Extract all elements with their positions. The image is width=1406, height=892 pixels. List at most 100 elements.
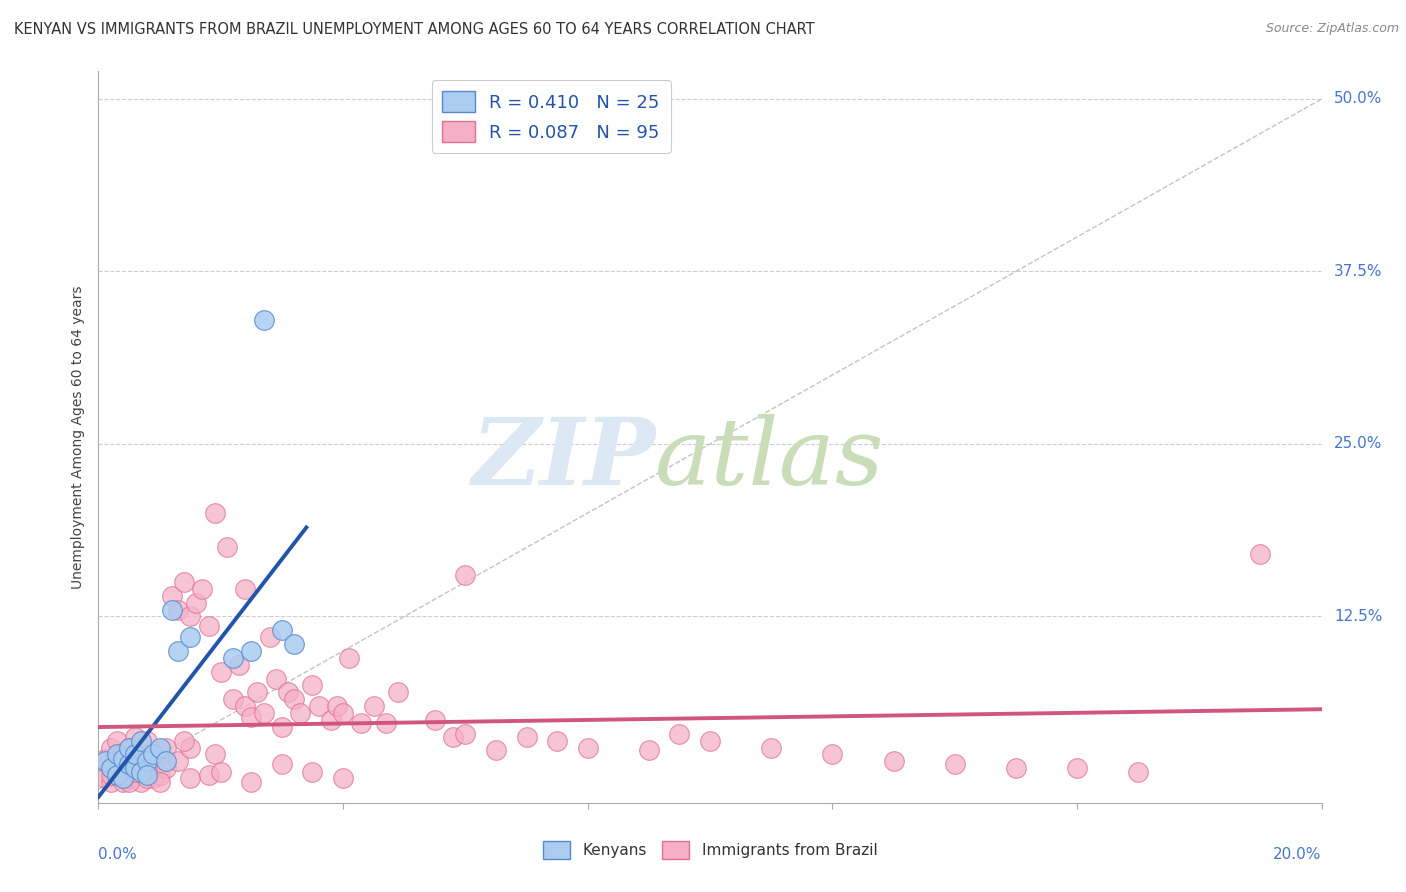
Point xyxy=(821,747,844,762)
Point xyxy=(100,761,122,775)
Point xyxy=(1128,765,1150,780)
Point xyxy=(155,740,177,755)
Point xyxy=(233,582,256,596)
Point xyxy=(215,541,238,555)
Point xyxy=(100,761,122,775)
Text: ZIP: ZIP xyxy=(471,414,655,504)
Point xyxy=(233,699,256,714)
Point xyxy=(179,609,201,624)
Point xyxy=(637,743,661,757)
Point xyxy=(105,761,128,775)
Point xyxy=(173,574,195,589)
Point xyxy=(129,765,152,780)
Point xyxy=(111,747,134,762)
Point xyxy=(160,589,183,603)
Point xyxy=(209,665,232,679)
Point xyxy=(264,672,287,686)
Point xyxy=(136,768,159,782)
Point xyxy=(228,657,250,672)
Point xyxy=(252,312,274,326)
Point xyxy=(118,740,141,755)
Point xyxy=(197,768,219,782)
Point xyxy=(100,775,122,789)
Point xyxy=(93,755,115,769)
Point xyxy=(118,740,141,755)
Point xyxy=(186,596,208,610)
Text: 50.0%: 50.0% xyxy=(1334,92,1382,106)
Point xyxy=(423,713,446,727)
Point xyxy=(240,710,263,724)
Point xyxy=(136,771,159,785)
Text: atlas: atlas xyxy=(655,414,884,504)
Point xyxy=(301,678,323,692)
Point xyxy=(155,761,177,775)
Point xyxy=(167,755,190,769)
Point xyxy=(204,506,226,520)
Point xyxy=(301,765,323,780)
Point xyxy=(441,730,464,744)
Point xyxy=(149,747,172,762)
Point xyxy=(363,699,385,714)
Point xyxy=(105,733,128,747)
Point xyxy=(167,644,190,658)
Point xyxy=(326,699,349,714)
Point xyxy=(387,685,409,699)
Point xyxy=(883,755,905,769)
Point xyxy=(283,637,305,651)
Point xyxy=(129,775,152,789)
Point xyxy=(111,771,134,785)
Point xyxy=(100,740,122,755)
Text: Source: ZipAtlas.com: Source: ZipAtlas.com xyxy=(1265,22,1399,36)
Point xyxy=(332,706,354,720)
Point xyxy=(374,715,396,730)
Point xyxy=(259,630,281,644)
Point xyxy=(129,733,152,747)
Point xyxy=(332,771,354,785)
Point xyxy=(136,755,159,769)
Point xyxy=(337,651,360,665)
Point xyxy=(179,630,201,644)
Point xyxy=(350,715,373,730)
Point xyxy=(240,775,263,789)
Text: 37.5%: 37.5% xyxy=(1334,264,1382,279)
Point xyxy=(173,733,195,747)
Point xyxy=(142,747,165,762)
Text: 20.0%: 20.0% xyxy=(1274,847,1322,862)
Point xyxy=(576,740,599,755)
Point xyxy=(124,730,146,744)
Point xyxy=(155,755,177,769)
Point xyxy=(546,733,568,747)
Point xyxy=(485,743,508,757)
Point xyxy=(118,757,141,772)
Point xyxy=(111,775,134,789)
Point xyxy=(270,720,292,734)
Point xyxy=(290,706,312,720)
Point xyxy=(124,765,146,780)
Point xyxy=(100,768,122,782)
Point xyxy=(222,692,245,706)
Point xyxy=(149,740,172,755)
Point xyxy=(93,751,115,765)
Point xyxy=(197,619,219,633)
Point xyxy=(179,740,201,755)
Point xyxy=(668,727,690,741)
Point xyxy=(124,765,146,780)
Point xyxy=(1249,548,1271,562)
Point xyxy=(759,740,782,755)
Point xyxy=(699,733,721,747)
Text: 0.0%: 0.0% xyxy=(98,847,138,862)
Point xyxy=(124,751,146,765)
Text: KENYAN VS IMMIGRANTS FROM BRAZIL UNEMPLOYMENT AMONG AGES 60 TO 64 YEARS CORRELAT: KENYAN VS IMMIGRANTS FROM BRAZIL UNEMPLO… xyxy=(14,22,814,37)
Point xyxy=(209,765,232,780)
Point xyxy=(124,761,146,775)
Point xyxy=(270,624,292,638)
Point xyxy=(136,755,159,769)
Text: 12.5%: 12.5% xyxy=(1334,609,1382,624)
Point xyxy=(943,757,966,772)
Point xyxy=(129,761,152,775)
Legend: Kenyans, Immigrants from Brazil: Kenyans, Immigrants from Brazil xyxy=(533,832,887,868)
Point xyxy=(136,733,159,747)
Point xyxy=(142,771,165,785)
Point xyxy=(1004,761,1026,775)
Point xyxy=(142,757,165,772)
